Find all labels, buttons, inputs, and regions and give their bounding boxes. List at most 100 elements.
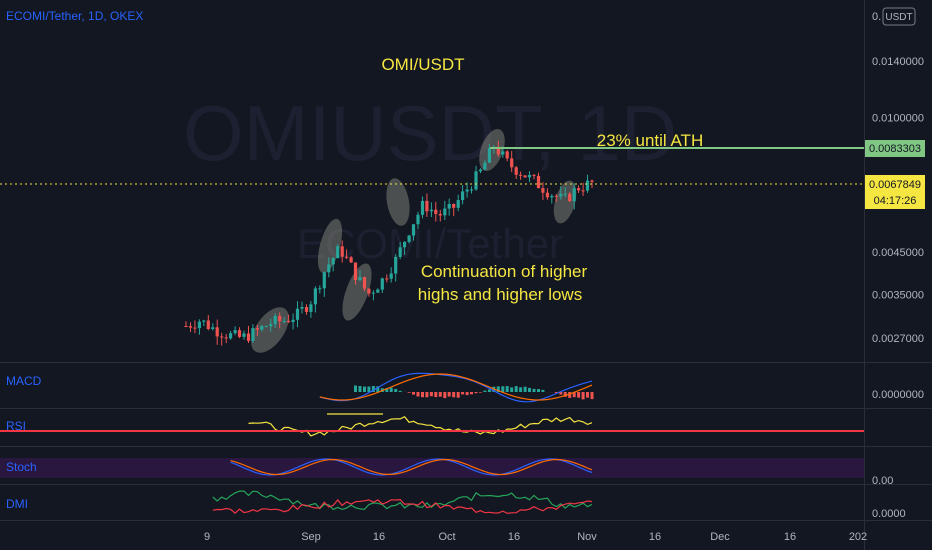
candle-body [398, 247, 402, 257]
candle-body [438, 214, 442, 216]
macd-histogram-bar [470, 392, 473, 395]
macd-axis-label: 0.0000000 [872, 389, 924, 401]
price-axis[interactable]: 0.01400000.01000000.00650000.00450000.00… [872, 56, 924, 345]
candle-body [206, 320, 210, 329]
candle-body [416, 214, 420, 225]
time-tick-label: Dec [710, 531, 730, 543]
candle-body [545, 192, 549, 198]
macd-histogram-bar [541, 389, 545, 392]
candle-body [394, 256, 398, 274]
candle-body [264, 326, 268, 328]
candle-body [215, 327, 219, 337]
macd-histogram-bar [532, 388, 536, 392]
candle-body [349, 257, 353, 263]
macd-histogram-bar [483, 390, 487, 392]
dmi-plus-line [212, 490, 593, 511]
macd-histogram-bar [563, 392, 567, 397]
stoch-pane-label[interactable]: Stoch [6, 460, 37, 474]
candle-body [389, 273, 393, 279]
macd-histogram-bar [354, 385, 357, 392]
macd-histogram-bar [501, 386, 505, 392]
dmi-axis-label: 0.0000 [872, 508, 906, 520]
macd-histogram-bar [376, 386, 380, 392]
macd-histogram-bar [474, 392, 478, 394]
macd-histogram-bar [586, 392, 589, 398]
candle-body [501, 151, 505, 155]
macd-histogram-bar [425, 392, 429, 398]
macd-histogram-bar [590, 392, 594, 400]
candle-body [550, 195, 554, 198]
macd-histogram-bar [537, 389, 540, 392]
macd-histogram-bar [385, 388, 389, 392]
candle-body [420, 200, 425, 215]
candle-body [184, 326, 188, 327]
candle-body [536, 175, 541, 189]
macd-histogram-bar [519, 387, 523, 392]
candle-body [478, 169, 483, 172]
candle-body [358, 277, 362, 281]
candle-body [345, 256, 349, 258]
time-tick-label: Oct [438, 531, 455, 543]
macd-histogram-bar [438, 392, 442, 397]
ath-price-badge [865, 140, 925, 157]
candle-body [590, 180, 594, 182]
candle-body [452, 204, 456, 208]
candle-body [474, 171, 478, 190]
macd-histogram-bar [510, 387, 514, 392]
macd-histogram-bar [394, 389, 398, 392]
macd-histogram-bar [456, 392, 460, 398]
macd-histogram-bar [572, 392, 576, 398]
macd-pane-label[interactable]: MACD [6, 374, 42, 388]
time-axis[interactable]: 9 Sep 16 Oct 16 Nov 16 Dec 16 202 [204, 531, 867, 543]
dmi-minus-line [212, 498, 593, 515]
candle-body [443, 208, 447, 216]
macd-histogram-bar [528, 387, 531, 392]
candle-body [403, 241, 407, 248]
macd-histogram-bar [479, 392, 482, 393]
candle-body [282, 320, 286, 322]
candle-body [465, 189, 469, 192]
candle-body [309, 304, 313, 312]
annotation-trend-line2: highs and higher lows [418, 285, 582, 304]
candle-body [353, 262, 358, 280]
macd-histogram-bar [398, 390, 402, 392]
candle-body [278, 316, 282, 322]
candle-body [255, 328, 259, 330]
candle-body [224, 337, 228, 339]
candle-body [193, 327, 197, 329]
macd-histogram-bar [505, 386, 509, 392]
macd-histogram-bar [367, 386, 371, 392]
candle-body [407, 235, 411, 242]
candle-body [496, 146, 500, 155]
candle-body [376, 289, 380, 293]
macd-histogram-bar [363, 386, 366, 392]
stoch-k-line [230, 458, 593, 476]
pivot-low-3-highlight [553, 180, 577, 224]
macd-signal-line [319, 373, 593, 401]
stoch-d-line [230, 458, 593, 476]
candle-body [559, 193, 563, 197]
symbol-title[interactable]: ECOMI/Tether, 1D, OKEX [6, 9, 143, 23]
macd-histogram-bar [421, 392, 424, 398]
candle-body [514, 167, 518, 175]
rsi-pane-label[interactable]: RSI [6, 419, 26, 433]
price-tick-label: 0.0045000 [872, 247, 924, 259]
candle-body [510, 158, 514, 168]
candle-body [380, 278, 384, 290]
candle-body [318, 288, 322, 290]
candle-body [425, 200, 429, 212]
candle-body [456, 200, 460, 208]
dmi-pane-label[interactable]: DMI [6, 497, 28, 511]
candle-body [519, 174, 523, 176]
currency-button[interactable] [882, 7, 916, 26]
candle-body [340, 246, 344, 257]
macd-histogram-bar [447, 392, 451, 397]
stoch-axis-label: 0.00 [872, 475, 893, 487]
macd-histogram-bar [412, 392, 415, 395]
candle-body [563, 193, 567, 195]
axis-top-prefix: 0. [872, 11, 881, 23]
candle-body [367, 288, 371, 294]
candle-body [523, 175, 527, 178]
candle-body [577, 188, 581, 191]
candle-body [487, 148, 491, 163]
